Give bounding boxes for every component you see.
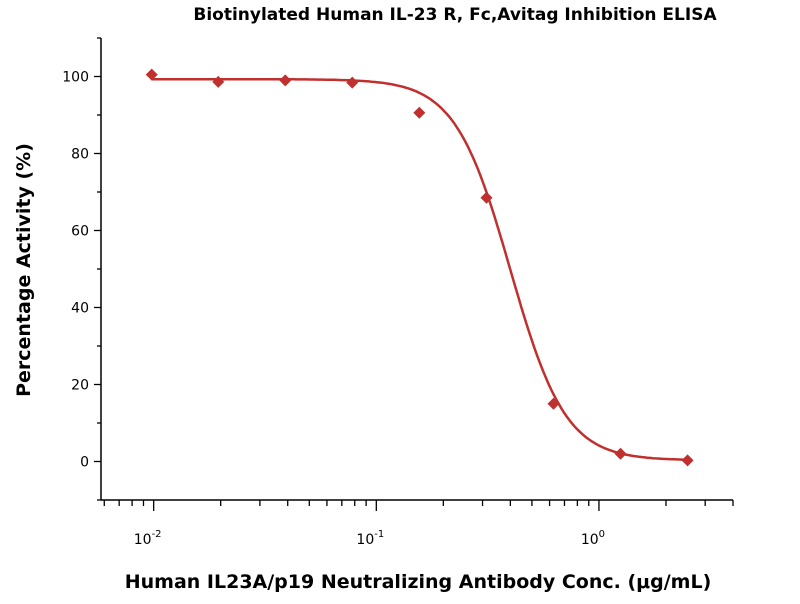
data-point (346, 76, 359, 89)
data-point (480, 191, 493, 204)
y-axis-label: Percentage Activity (%) (13, 143, 35, 397)
data-point (681, 454, 694, 467)
axes: 0 20 40 60 80 100 10-2 10-1 100 (62, 37, 734, 548)
data-point (279, 74, 292, 87)
y-tick-label: 60 (71, 224, 89, 240)
x-tick-label: 10-1 (356, 529, 384, 548)
x-tick-exponent: -2 (152, 529, 162, 540)
data-point (547, 397, 560, 410)
y-tick-label: 20 (71, 378, 89, 394)
data-point (413, 106, 426, 119)
y-tick-label: 80 (71, 147, 89, 163)
data-point (614, 447, 627, 460)
y-tick-label: 40 (71, 301, 89, 317)
x-tick-label: 10-2 (134, 529, 162, 548)
y-tick-label: 100 (62, 70, 89, 86)
plot-area (145, 68, 694, 467)
chart-title: Biotinylated Human IL-23 R, Fc,Avitag In… (193, 5, 717, 25)
fit-curve (151, 77, 688, 461)
x-axis-label: Human IL23A/p19 Neutralizing Antibody Co… (125, 571, 712, 593)
y-tick-label: 0 (80, 455, 89, 471)
x-tick-exponent: 0 (599, 529, 605, 540)
data-point (212, 75, 225, 88)
data-point (145, 68, 158, 81)
x-tick-label: 100 (581, 529, 605, 548)
x-tick-exponent: -1 (374, 529, 384, 540)
